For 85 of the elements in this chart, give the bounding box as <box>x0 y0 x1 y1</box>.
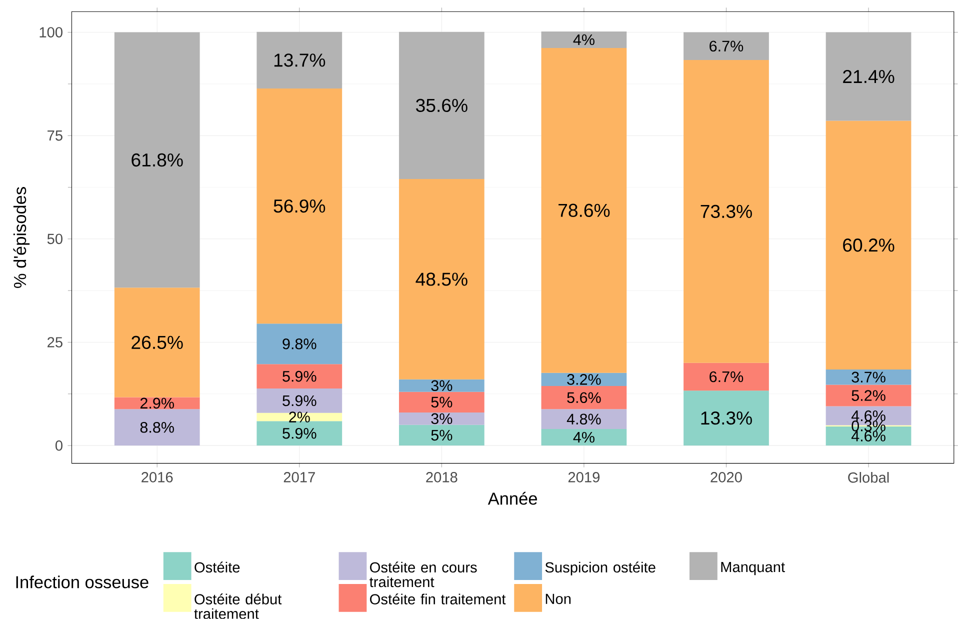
data-label: 61.8% <box>132 153 183 167</box>
y-axis-title: % d'épisodes <box>13 187 30 288</box>
bar <box>114 32 200 288</box>
x-tick-label: 2017 <box>284 472 315 482</box>
x-tick-label: 2020 <box>710 472 742 482</box>
data-label: 3% <box>431 413 452 424</box>
bar <box>541 48 627 373</box>
legend-label: Non <box>546 594 571 604</box>
data-label: 9.8% <box>282 338 316 350</box>
bar <box>541 386 627 410</box>
data-label: 13.3% <box>701 412 752 425</box>
y-tick-label: 50 <box>47 234 62 244</box>
legend-label: Suspicion ostéite <box>545 562 656 576</box>
x-tick-label: 2018 <box>426 472 458 482</box>
y-tick-label: 0 <box>55 440 62 451</box>
data-label: 6.7% <box>710 40 744 52</box>
x-tick-label: 2019 <box>568 472 600 482</box>
data-label: 5.9% <box>282 395 316 406</box>
data-label: 5.6% <box>567 392 601 404</box>
data-label: 73.3% <box>700 204 752 218</box>
bar <box>684 363 769 391</box>
bar <box>256 364 342 389</box>
bar <box>826 32 912 121</box>
bar <box>541 409 627 430</box>
data-label: 4.6% <box>851 410 886 422</box>
data-label: 4.8% <box>566 414 601 425</box>
legend-label: Ostéite début traitement <box>194 594 282 619</box>
data-label: 60.2% <box>843 238 894 252</box>
bar <box>114 409 200 446</box>
data-label: 4.6% <box>851 430 886 442</box>
legend-label: Ostéite <box>194 562 240 573</box>
data-label: 2% <box>289 412 310 423</box>
y-tick-label: 25 <box>48 337 62 348</box>
legend-label: Ostéite en cours traitement <box>370 562 477 588</box>
bar <box>256 421 342 446</box>
data-label: 5% <box>431 430 452 441</box>
bar <box>398 392 484 413</box>
bar <box>826 384 912 406</box>
data-label: 56.9% <box>274 200 326 213</box>
data-label: 5% <box>431 396 452 408</box>
bar <box>398 179 484 380</box>
data-label: 35.6% <box>416 98 468 112</box>
bar <box>684 32 769 60</box>
data-label: 5.9% <box>282 428 316 439</box>
data-label: 4% <box>573 432 594 443</box>
x-tick-label: Global <box>848 472 889 483</box>
data-label: 48.5% <box>416 272 468 286</box>
data-label: 78.6% <box>558 204 610 218</box>
data-label: 8.8% <box>140 422 174 433</box>
data-label: 2.9% <box>140 398 174 409</box>
data-label: 26.5% <box>132 336 183 350</box>
bar <box>398 425 484 446</box>
y-tick-label: 75 <box>48 130 62 141</box>
bar <box>684 60 769 364</box>
bar <box>398 412 484 425</box>
data-label: 13.7% <box>274 54 326 67</box>
bar <box>114 397 200 410</box>
x-axis-title: Année <box>488 492 538 505</box>
x-tick-label: 2016 <box>142 472 173 482</box>
data-label: 3.7% <box>852 372 886 383</box>
data-label: 4% <box>573 34 594 46</box>
bar <box>256 88 342 324</box>
data-label: 6.7% <box>710 371 744 382</box>
bar <box>256 32 342 89</box>
bar <box>256 413 342 422</box>
data-label: 5.2% <box>852 390 886 402</box>
data-label: 3.2% <box>567 374 601 385</box>
y-tick-label: 100 <box>40 27 62 38</box>
data-label: 5.9% <box>282 371 316 382</box>
legend-label: Manquant <box>721 562 785 576</box>
data-label: 21.4% <box>843 70 894 84</box>
data-label: 0.3% <box>852 420 886 432</box>
bar <box>398 380 484 392</box>
bar <box>826 370 912 385</box>
bar <box>541 429 627 446</box>
bar <box>541 32 627 48</box>
bar <box>398 32 484 180</box>
bar <box>826 120 912 370</box>
bar <box>256 324 342 364</box>
legend-title: Infection osseuse <box>16 576 148 588</box>
bar <box>114 288 200 398</box>
bar <box>684 390 769 446</box>
legend-label: Ostéite fin traitement <box>370 594 506 605</box>
bar <box>256 388 342 414</box>
data-label: 3% <box>431 380 452 392</box>
